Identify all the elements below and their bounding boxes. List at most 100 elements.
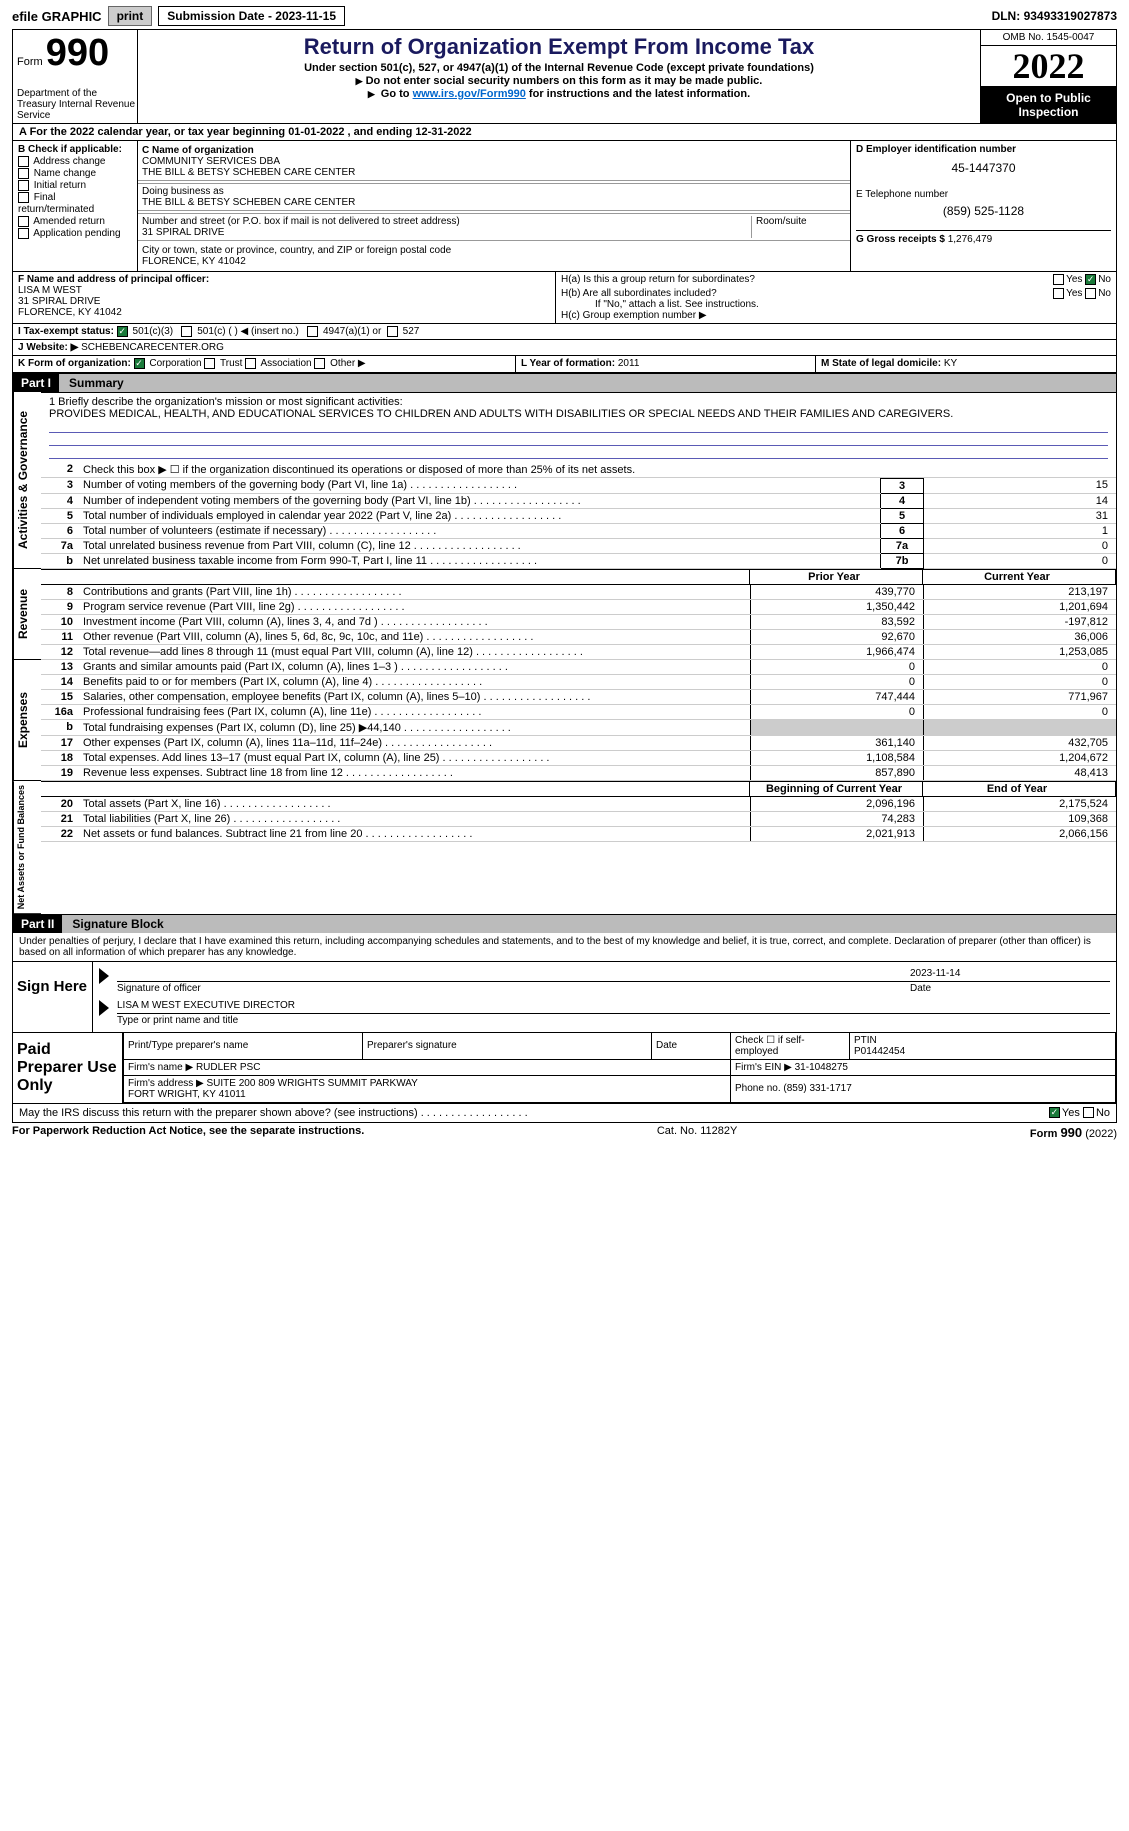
colb-check-5[interactable] bbox=[18, 228, 29, 239]
org-name-label: C Name of organization bbox=[142, 145, 846, 156]
form-org-label: K Form of organization: bbox=[18, 359, 131, 370]
year-formation-label: L Year of formation: bbox=[521, 358, 618, 369]
line-16a-prior: 0 bbox=[751, 704, 924, 719]
line-19-prior: 857,890 bbox=[751, 765, 924, 780]
ha-yes[interactable] bbox=[1053, 274, 1064, 285]
trust-check[interactable] bbox=[204, 358, 215, 369]
sig-block-label: Signature Block bbox=[62, 915, 1116, 933]
opt-527: 527 bbox=[403, 326, 420, 337]
officer-addr2: FLORENCE, KY 41042 bbox=[18, 307, 122, 318]
527-check[interactable] bbox=[387, 326, 398, 337]
room-suite-label: Room/suite bbox=[751, 216, 846, 238]
dln: DLN: 93493319027873 bbox=[992, 9, 1117, 23]
briefly-text: PROVIDES MEDICAL, HEALTH, AND EDUCATIONA… bbox=[49, 408, 1108, 420]
line-22-prior: 2,021,913 bbox=[751, 826, 924, 841]
side-net-assets: Net Assets or Fund Balances bbox=[13, 781, 41, 914]
line-17-current: 432,705 bbox=[924, 735, 1117, 750]
line-10-prior: 83,592 bbox=[751, 614, 924, 629]
firm-ein-label: Firm's EIN ▶ bbox=[735, 1062, 795, 1073]
line-15-current: 771,967 bbox=[924, 689, 1117, 704]
sig-date-label: Date bbox=[910, 983, 1110, 994]
penalties-text: Under penalties of perjury, I declare th… bbox=[13, 933, 1116, 962]
line-8-prior: 439,770 bbox=[751, 585, 924, 600]
line-21-prior: 74,283 bbox=[751, 811, 924, 826]
colb-check-2[interactable] bbox=[18, 180, 29, 191]
self-employed-check[interactable]: Check ☐ if self-employed bbox=[731, 1033, 850, 1060]
line-17: Other expenses (Part IX, column (A), lin… bbox=[79, 735, 751, 750]
line-5: Total number of individuals employed in … bbox=[79, 508, 881, 523]
gross-value: 1,276,479 bbox=[948, 234, 993, 245]
line-14-prior: 0 bbox=[751, 674, 924, 689]
opt-other: Other ▶ bbox=[330, 359, 365, 370]
line-9-current: 1,201,694 bbox=[924, 599, 1117, 614]
line-9: Program service revenue (Part VIII, line… bbox=[79, 599, 751, 614]
street-value: 31 SPIRAL DRIVE bbox=[142, 227, 751, 238]
ha-no[interactable] bbox=[1085, 274, 1096, 285]
dba-label: Doing business as bbox=[142, 186, 846, 197]
footer-formno: Form 990 (2022) bbox=[1030, 1125, 1117, 1140]
line-16a-current: 0 bbox=[924, 704, 1117, 719]
opt-trust: Trust bbox=[220, 359, 242, 370]
ptin-label: PTIN bbox=[854, 1035, 1111, 1046]
corp-check[interactable] bbox=[134, 358, 145, 369]
line-21: Total liabilities (Part X, line 26) bbox=[79, 811, 751, 826]
firm-ein: 31-1048275 bbox=[795, 1062, 848, 1073]
firm-addr-label: Firm's address ▶ bbox=[128, 1078, 207, 1089]
501c-check[interactable] bbox=[181, 326, 192, 337]
side-expenses: Expenses bbox=[13, 660, 41, 781]
summary-label: Summary bbox=[59, 374, 1116, 392]
line-20-current: 2,175,524 bbox=[924, 797, 1117, 812]
org-name-2: THE BILL & BETSY SCHEBEN CARE CENTER bbox=[142, 167, 846, 178]
discuss-no[interactable] bbox=[1083, 1107, 1094, 1118]
line-21-current: 109,368 bbox=[924, 811, 1117, 826]
sig-type-label: Type or print name and title bbox=[117, 1013, 1110, 1026]
state-domicile-value: KY bbox=[944, 358, 957, 369]
line-7a: Total unrelated business revenue from Pa… bbox=[79, 538, 881, 553]
website-value: SCHEBENCARECENTER.ORG bbox=[81, 342, 224, 353]
city-label: City or town, state or province, country… bbox=[142, 245, 846, 256]
omb-number: OMB No. 1545-0047 bbox=[981, 30, 1116, 46]
paid-preparer-label: Paid Preparer Use Only bbox=[13, 1033, 123, 1103]
preparer-sig-label: Preparer's signature bbox=[363, 1033, 652, 1060]
side-revenue: Revenue bbox=[13, 569, 41, 660]
open-to-public: Open to Public Inspection bbox=[981, 87, 1116, 123]
briefly-label: 1 Briefly describe the organization's mi… bbox=[49, 396, 1108, 408]
part-ii-header: Part II bbox=[13, 915, 62, 933]
hc-label: H(c) Group exemption number ▶ bbox=[561, 310, 1111, 321]
row-a-taxyear: A For the 2022 calendar year, or tax yea… bbox=[12, 124, 1117, 141]
dba-value: THE BILL & BETSY SCHEBEN CARE CENTER bbox=[142, 197, 846, 208]
4947-check[interactable] bbox=[307, 326, 318, 337]
hb-yes[interactable] bbox=[1053, 288, 1064, 299]
other-check[interactable] bbox=[314, 358, 325, 369]
line-12: Total revenue—add lines 8 through 11 (mu… bbox=[79, 644, 751, 659]
sig-name-value: LISA M WEST EXECUTIVE DIRECTOR bbox=[117, 1000, 1110, 1011]
line-9-prior: 1,350,442 bbox=[751, 599, 924, 614]
line-3-value: 15 bbox=[924, 478, 1117, 493]
subtitle-2: Do not enter social security numbers on … bbox=[142, 75, 976, 87]
hb-label: H(b) Are all subordinates included? bbox=[561, 288, 717, 299]
line-b-current bbox=[924, 719, 1117, 735]
line-10: Investment income (Part VIII, column (A)… bbox=[79, 614, 751, 629]
part-i-header: Part I bbox=[13, 374, 59, 392]
street-label: Number and street (or P.O. box if mail i… bbox=[142, 216, 751, 227]
tel-value: (859) 525-1128 bbox=[856, 204, 1111, 218]
line-14-current: 0 bbox=[924, 674, 1117, 689]
colb-check-0[interactable] bbox=[18, 156, 29, 167]
colb-check-4[interactable] bbox=[18, 216, 29, 227]
print-button[interactable]: print bbox=[108, 6, 153, 26]
footer-paperwork: For Paperwork Reduction Act Notice, see … bbox=[12, 1125, 364, 1140]
501c3-check[interactable] bbox=[117, 326, 128, 337]
line-4: Number of independent voting members of … bbox=[79, 493, 881, 508]
state-domicile-label: M State of legal domicile: bbox=[821, 358, 944, 369]
opt-501c: 501(c) ( ) ◀ (insert no.) bbox=[197, 326, 299, 337]
form-header: Form 990 Department of the Treasury Inte… bbox=[12, 29, 1117, 124]
colb-check-1[interactable] bbox=[18, 168, 29, 179]
assoc-check[interactable] bbox=[245, 358, 256, 369]
hb-no[interactable] bbox=[1085, 288, 1096, 299]
discuss-yes[interactable] bbox=[1049, 1107, 1060, 1118]
line-17-prior: 361,140 bbox=[751, 735, 924, 750]
colb-check-3[interactable] bbox=[18, 192, 29, 203]
line-20: Total assets (Part X, line 16) bbox=[79, 797, 751, 812]
form990-link[interactable]: www.irs.gov/Form990 bbox=[413, 88, 526, 100]
phone-label: Phone no. bbox=[735, 1083, 783, 1094]
